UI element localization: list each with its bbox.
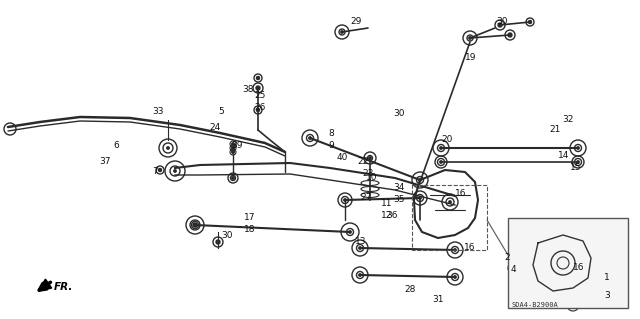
- Text: 36: 36: [386, 211, 397, 219]
- Circle shape: [309, 137, 311, 139]
- Circle shape: [577, 147, 579, 149]
- Text: 11: 11: [381, 199, 392, 209]
- Bar: [508, 218, 628, 308]
- Text: 39: 39: [231, 140, 243, 150]
- Text: 19: 19: [465, 53, 477, 62]
- Text: SDA4-B2900A: SDA4-B2900A: [512, 302, 559, 308]
- Circle shape: [572, 304, 574, 306]
- Circle shape: [217, 241, 219, 243]
- Text: 30: 30: [221, 231, 232, 240]
- Circle shape: [529, 21, 531, 23]
- Circle shape: [419, 197, 421, 199]
- Circle shape: [232, 177, 234, 179]
- Text: 18: 18: [244, 225, 255, 234]
- Bar: [412, 185, 487, 250]
- Text: 16: 16: [573, 263, 584, 272]
- Circle shape: [419, 179, 421, 181]
- Text: 30: 30: [496, 18, 508, 26]
- Circle shape: [194, 224, 196, 226]
- Text: 8: 8: [328, 129, 333, 137]
- Text: 23: 23: [362, 168, 373, 177]
- Text: 27: 27: [360, 192, 371, 202]
- Text: 20: 20: [441, 136, 452, 145]
- Text: 25: 25: [254, 92, 266, 100]
- Text: 7: 7: [152, 167, 157, 176]
- Text: 30: 30: [393, 108, 404, 117]
- Text: 29: 29: [350, 18, 362, 26]
- Circle shape: [232, 143, 234, 145]
- Circle shape: [509, 34, 511, 36]
- Circle shape: [499, 24, 501, 26]
- Circle shape: [514, 267, 516, 269]
- Text: 28: 28: [404, 285, 415, 293]
- Text: 14: 14: [558, 151, 570, 160]
- Text: 32: 32: [562, 115, 573, 124]
- Circle shape: [159, 169, 161, 171]
- Text: 31: 31: [432, 294, 444, 303]
- Text: 17: 17: [244, 213, 255, 222]
- Circle shape: [454, 276, 456, 278]
- Circle shape: [440, 161, 442, 163]
- Text: FR.: FR.: [54, 282, 74, 292]
- Text: 13: 13: [355, 236, 367, 246]
- Circle shape: [369, 157, 371, 159]
- Circle shape: [440, 147, 442, 149]
- Circle shape: [359, 274, 361, 276]
- Text: 2: 2: [504, 253, 509, 262]
- Text: 21: 21: [549, 125, 561, 135]
- Circle shape: [257, 77, 259, 79]
- Circle shape: [341, 31, 343, 33]
- Circle shape: [232, 147, 234, 149]
- Text: 33: 33: [152, 108, 163, 116]
- Circle shape: [449, 201, 451, 203]
- Text: 12: 12: [381, 211, 392, 219]
- Text: 40: 40: [337, 152, 348, 161]
- Circle shape: [174, 170, 176, 172]
- Text: 4: 4: [511, 265, 516, 275]
- Circle shape: [194, 224, 196, 226]
- Text: 15: 15: [570, 162, 582, 172]
- Circle shape: [167, 147, 169, 149]
- Text: 5: 5: [218, 108, 224, 116]
- Text: 34: 34: [393, 183, 404, 192]
- Circle shape: [232, 151, 234, 153]
- Circle shape: [257, 109, 259, 111]
- Circle shape: [454, 249, 456, 251]
- Text: 35: 35: [393, 195, 404, 204]
- Circle shape: [349, 231, 351, 233]
- Text: 3: 3: [604, 291, 610, 300]
- Text: 24: 24: [209, 123, 220, 132]
- Circle shape: [468, 37, 471, 39]
- Text: 26: 26: [254, 102, 266, 112]
- Polygon shape: [38, 279, 52, 291]
- Text: 16: 16: [464, 242, 476, 251]
- Circle shape: [257, 87, 259, 89]
- Text: 38: 38: [242, 85, 253, 93]
- Circle shape: [344, 199, 346, 201]
- Text: 9: 9: [328, 140, 333, 150]
- Text: 10: 10: [366, 173, 378, 182]
- Text: 22: 22: [357, 158, 368, 167]
- Text: 37: 37: [99, 158, 111, 167]
- Text: 1: 1: [604, 273, 610, 283]
- Circle shape: [577, 161, 579, 163]
- Text: 6: 6: [113, 140, 119, 150]
- Circle shape: [359, 247, 361, 249]
- Text: 16: 16: [455, 189, 467, 197]
